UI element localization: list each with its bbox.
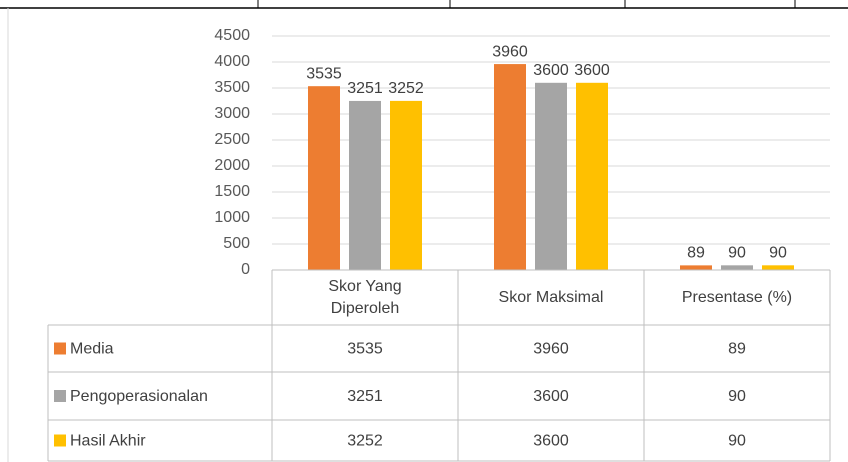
legend-label: Hasil Akhir <box>70 433 146 450</box>
table-cell: 3251 <box>347 388 383 405</box>
data-label: 3960 <box>492 43 528 60</box>
table-cell: 3535 <box>347 341 383 358</box>
table-header: Skor Yang Diperoleh <box>272 270 458 325</box>
table-cell: 3960 <box>533 341 569 358</box>
table-header-text: Skor Maksimal <box>498 288 604 306</box>
y-tick-label: 500 <box>223 235 250 252</box>
bar <box>576 82 608 270</box>
bar <box>535 82 567 270</box>
bar <box>721 265 753 270</box>
data-label: 90 <box>728 245 746 262</box>
table-header-cell: Skor Yang Diperoleh <box>272 270 458 325</box>
y-tick-label: 0 <box>241 261 250 278</box>
y-tick-label: 4000 <box>214 53 250 70</box>
data-label: 3251 <box>347 80 383 97</box>
table-cell: 90 <box>728 388 746 405</box>
y-tick-label: 1500 <box>214 183 250 200</box>
bar <box>680 265 712 270</box>
data-label: 3535 <box>306 65 342 82</box>
y-tick-label: 3000 <box>214 105 250 122</box>
y-tick-label: 4500 <box>214 27 250 44</box>
legend-swatch <box>54 434 66 447</box>
table-header-cell: Skor Maksimal <box>458 270 644 325</box>
y-tick-label: 2500 <box>214 131 250 148</box>
data-label: 3252 <box>388 80 424 97</box>
table-header-text: Presentase (%) <box>681 288 793 306</box>
table-cell: 90 <box>728 433 746 450</box>
legend-swatch <box>54 342 66 355</box>
table-header: Presentase (%) <box>644 270 830 325</box>
y-tick-label: 3500 <box>214 79 250 96</box>
data-label: 3600 <box>574 62 610 79</box>
y-tick-label: 1000 <box>214 209 250 226</box>
legend-swatch <box>54 390 66 402</box>
table-cell: 89 <box>728 341 746 358</box>
table-cell: 3252 <box>347 433 383 450</box>
bar <box>494 64 526 270</box>
bar <box>762 265 794 270</box>
bar <box>349 100 381 270</box>
data-label: 90 <box>769 245 787 262</box>
table-cell: 3600 <box>533 388 569 405</box>
table-header: Skor Maksimal <box>458 270 644 325</box>
y-tick-label: 2000 <box>214 157 250 174</box>
table-header-cell: Presentase (%) <box>644 270 830 325</box>
bar <box>308 86 340 271</box>
table-cell: 3600 <box>533 433 569 450</box>
table-header-text: Skor Yang Diperoleh <box>328 277 402 317</box>
bar <box>390 100 422 270</box>
legend-label: Pengoperasionalan <box>70 388 208 405</box>
legend-label: Media <box>70 341 114 358</box>
data-label: 3600 <box>533 62 569 79</box>
data-label: 89 <box>687 245 705 262</box>
